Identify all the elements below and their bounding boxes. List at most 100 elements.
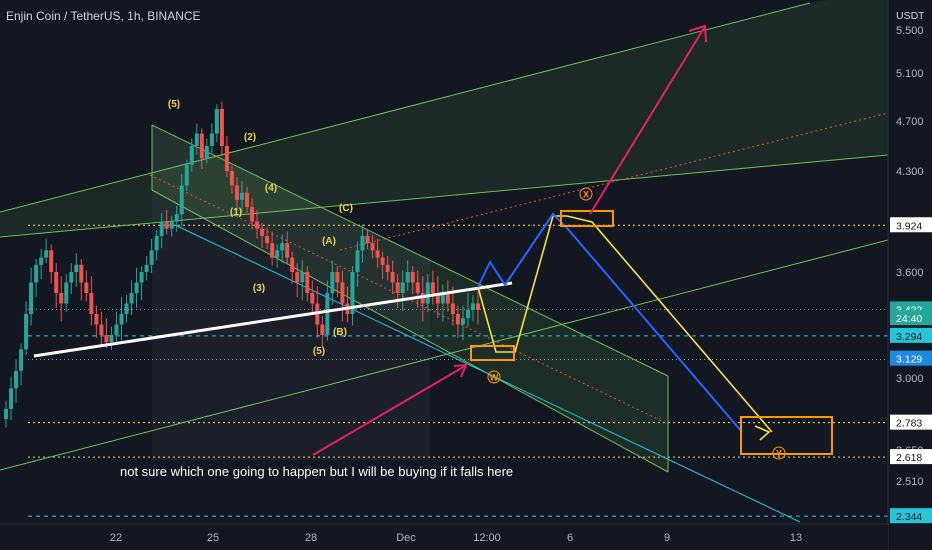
- candle-body[interactable]: [476, 303, 480, 310]
- symbol-title[interactable]: Enjin Coin / TetherUS, 1h, BINANCE: [6, 9, 201, 23]
- target-box-top: [560, 210, 614, 227]
- candle-body[interactable]: [119, 314, 124, 325]
- candle-body[interactable]: [285, 243, 290, 258]
- candle-body[interactable]: [430, 282, 435, 294]
- candle-body[interactable]: [435, 293, 440, 304]
- candle-body[interactable]: [445, 293, 450, 304]
- candle-body[interactable]: [194, 133, 199, 147]
- candle-body[interactable]: [44, 250, 49, 258]
- candle-body[interactable]: [415, 282, 420, 294]
- candle-body[interactable]: [79, 264, 84, 283]
- candle-body[interactable]: [245, 192, 250, 208]
- candle-body[interactable]: [129, 293, 134, 304]
- candle-body[interactable]: [365, 235, 370, 244]
- candle-body[interactable]: [395, 282, 400, 294]
- candle-body[interactable]: [420, 293, 425, 304]
- candle-body[interactable]: [164, 221, 169, 229]
- candle-body[interactable]: [219, 109, 224, 146]
- candle-body[interactable]: [4, 408, 8, 420]
- candle-body[interactable]: [234, 185, 239, 200]
- candle-body[interactable]: [295, 272, 300, 283]
- candle-body[interactable]: [179, 185, 184, 215]
- candle-body[interactable]: [139, 272, 144, 283]
- candle-body[interactable]: [124, 303, 129, 315]
- candle-body[interactable]: [465, 309, 470, 319]
- candle-body[interactable]: [425, 282, 430, 304]
- candle-body[interactable]: [310, 293, 315, 304]
- candle-body[interactable]: [275, 250, 280, 258]
- candle-body[interactable]: [54, 272, 59, 293]
- candle-body[interactable]: [189, 146, 194, 165]
- candle-body[interactable]: [370, 243, 375, 251]
- candle-body[interactable]: [305, 272, 310, 293]
- candle-body[interactable]: [450, 303, 455, 315]
- candle-body[interactable]: [19, 349, 24, 371]
- candle-body[interactable]: [14, 370, 19, 389]
- candle-body[interactable]: [405, 272, 410, 283]
- candle-body[interactable]: [290, 257, 295, 272]
- candle-body[interactable]: [325, 293, 330, 335]
- candle-body[interactable]: [209, 133, 214, 147]
- candle-body[interactable]: [460, 318, 465, 325]
- candlesticks[interactable]: [4, 101, 480, 428]
- candle-body[interactable]: [320, 324, 325, 336]
- candle-body[interactable]: [34, 264, 39, 283]
- candle-body[interactable]: [260, 228, 265, 236]
- candle-body[interactable]: [390, 272, 395, 283]
- candle-body[interactable]: [29, 282, 34, 315]
- candle-body[interactable]: [144, 264, 149, 272]
- candle-body[interactable]: [470, 303, 475, 310]
- candle-body[interactable]: [204, 146, 209, 159]
- candle-body[interactable]: [94, 314, 99, 325]
- candle-body[interactable]: [380, 257, 385, 265]
- candle-body[interactable]: [265, 235, 270, 244]
- candle-body[interactable]: [199, 133, 204, 159]
- time-axis-bg[interactable]: [0, 524, 888, 550]
- candle-body[interactable]: [350, 272, 355, 314]
- candle-body[interactable]: [250, 207, 255, 222]
- candle-body[interactable]: [84, 282, 89, 294]
- candle-body[interactable]: [149, 250, 154, 265]
- candle-body[interactable]: [104, 335, 109, 343]
- candle-body[interactable]: [24, 314, 29, 350]
- candle-body[interactable]: [229, 171, 234, 186]
- candle-body[interactable]: [340, 282, 345, 304]
- candle-body[interactable]: [224, 146, 229, 171]
- candle-body[interactable]: [214, 109, 219, 134]
- candle-body[interactable]: [270, 243, 275, 258]
- candle-body[interactable]: [240, 192, 244, 200]
- candle-body[interactable]: [114, 324, 119, 336]
- candle-body[interactable]: [455, 314, 460, 325]
- candle-body[interactable]: [39, 257, 44, 265]
- candle-body[interactable]: [335, 272, 340, 283]
- candle-body[interactable]: [9, 388, 14, 409]
- candle-body[interactable]: [74, 264, 79, 272]
- candle-body[interactable]: [174, 214, 179, 222]
- candle-body[interactable]: [300, 272, 305, 283]
- candle-body[interactable]: [69, 272, 74, 283]
- candle-body[interactable]: [89, 293, 94, 314]
- candle-body[interactable]: [99, 324, 104, 336]
- candle-body[interactable]: [400, 282, 405, 294]
- candle-body[interactable]: [169, 221, 174, 229]
- candle-body[interactable]: [154, 235, 159, 251]
- candle-body[interactable]: [355, 250, 360, 272]
- candle-body[interactable]: [184, 164, 189, 186]
- candle-body[interactable]: [410, 272, 415, 283]
- candle-body[interactable]: [134, 282, 139, 294]
- candle-body[interactable]: [59, 293, 64, 304]
- candle-body[interactable]: [360, 235, 365, 251]
- candle-body[interactable]: [49, 250, 54, 272]
- candle-body[interactable]: [109, 335, 114, 343]
- candle-body[interactable]: [159, 221, 164, 236]
- candle-body[interactable]: [280, 243, 285, 251]
- candle-body[interactable]: [330, 272, 335, 293]
- candle-body[interactable]: [64, 282, 69, 304]
- price-tick-label: 4.700: [896, 116, 924, 128]
- candle-body[interactable]: [255, 221, 260, 229]
- candle-body[interactable]: [440, 293, 445, 304]
- candle-body[interactable]: [385, 264, 390, 272]
- candle-body[interactable]: [375, 250, 380, 258]
